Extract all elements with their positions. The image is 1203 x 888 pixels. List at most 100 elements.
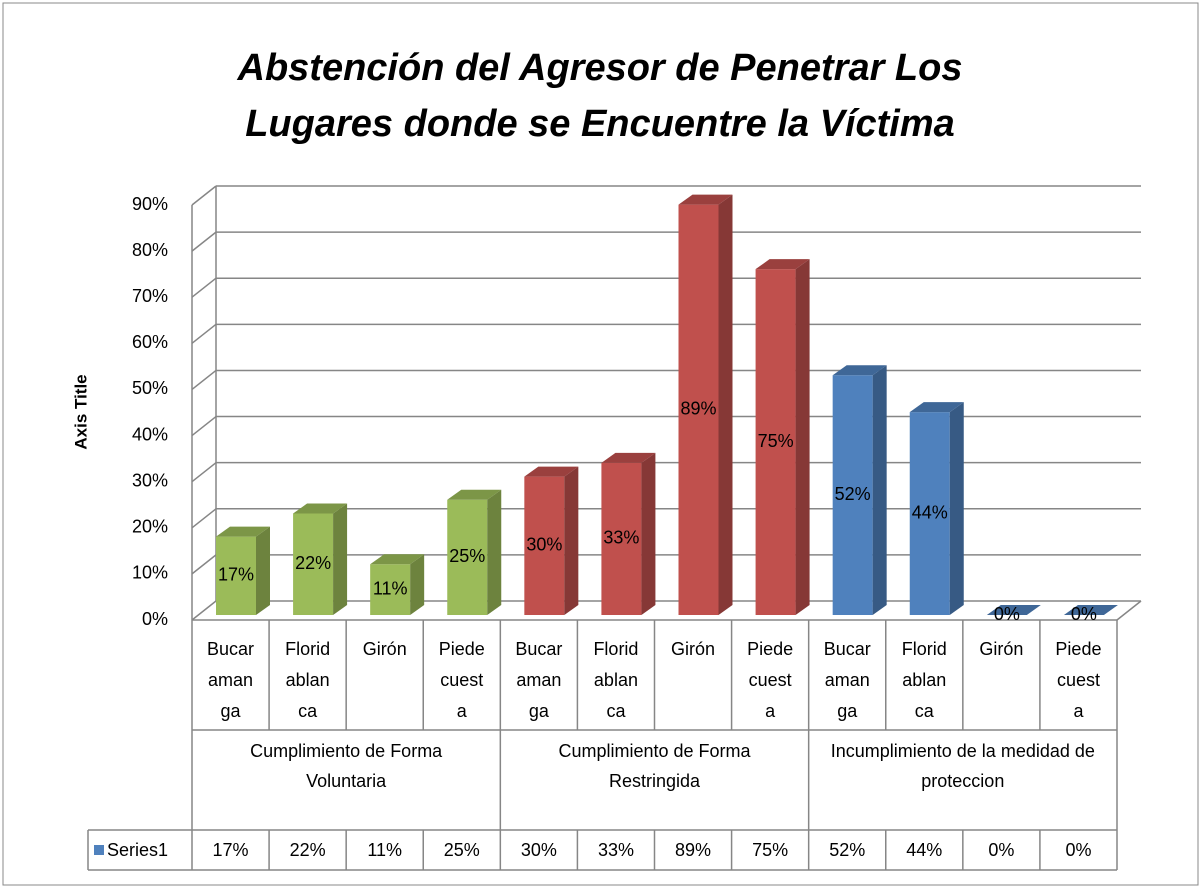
table-value: 44%	[906, 840, 942, 860]
table-value: 0%	[1065, 840, 1091, 860]
category-label: Girón	[671, 639, 716, 659]
bar-side	[487, 489, 502, 615]
category-label: Girón	[362, 639, 407, 659]
grid-line-side	[191, 600, 217, 621]
bar	[986, 605, 1041, 615]
data-label: 22%	[295, 553, 331, 573]
grid-line	[191, 231, 1141, 252]
bar-top	[601, 452, 656, 463]
y-tick-label: 90%	[132, 194, 168, 214]
data-label: 11%	[373, 578, 408, 598]
category-label: Piedecuesta	[438, 639, 485, 721]
legend-key	[94, 845, 104, 855]
table-value: 17%	[213, 840, 249, 860]
bar	[832, 365, 887, 615]
grid-line-side	[191, 554, 217, 575]
group-label: Incumplimiento de la medidad de protecci…	[830, 741, 1095, 791]
y-tick-label: 70%	[132, 286, 168, 306]
bar-front	[293, 513, 334, 615]
grid-line	[191, 461, 1141, 483]
table-value: 33%	[598, 840, 634, 860]
table-value: 75%	[752, 840, 788, 860]
grid-line-side	[191, 185, 217, 206]
y-tick-label: 0%	[142, 609, 168, 629]
grid-line-side	[191, 369, 217, 391]
group-label: Cumplimiento de Forma Restringida	[558, 741, 751, 791]
table-value: 52%	[829, 840, 865, 860]
bar-top	[755, 259, 810, 270]
bar-side	[795, 259, 810, 615]
data-label: 0%	[994, 604, 1020, 624]
data-label: 0%	[1071, 604, 1097, 624]
bar-top	[216, 526, 270, 537]
y-tick-label: 40%	[132, 424, 168, 444]
data-label: 25%	[449, 546, 485, 566]
bar-side	[410, 554, 425, 615]
bar-top	[524, 466, 579, 477]
bar-top	[986, 605, 1041, 615]
bar-top	[678, 194, 733, 205]
bar-side	[718, 194, 733, 615]
bar	[524, 466, 579, 615]
table-value: 89%	[675, 840, 711, 860]
y-tick-label: 30%	[132, 470, 168, 490]
table-value: 25%	[444, 840, 480, 860]
bar-top	[447, 489, 502, 500]
y-tick-label: 10%	[132, 563, 168, 583]
grid-line-side	[191, 277, 217, 298]
bar	[909, 402, 964, 615]
data-label: 30%	[526, 535, 562, 555]
bar	[601, 452, 656, 615]
y-tick-label: 20%	[132, 517, 168, 537]
legend-label: Series1	[107, 840, 168, 860]
table-value: 11%	[367, 840, 402, 860]
table-value: 22%	[290, 840, 326, 860]
bar-front	[755, 269, 796, 615]
grid-line-side	[191, 323, 217, 344]
table-value: 30%	[521, 840, 557, 860]
category-label: Bucaramanga	[823, 639, 871, 721]
chart-title: Abstención del Agresor de Penetrar Los L…	[237, 47, 963, 145]
bar-top	[293, 503, 348, 514]
category-label: Floridablanca	[593, 639, 639, 721]
data-label: 44%	[912, 502, 948, 522]
grid-line-side	[191, 231, 217, 252]
bar	[370, 554, 425, 615]
bar-side	[333, 503, 348, 615]
grid-line	[191, 185, 1141, 206]
category-label: Bucaramanga	[207, 639, 255, 721]
data-label: 75%	[758, 431, 794, 451]
bar-side	[872, 365, 887, 615]
grid-line	[191, 277, 1141, 298]
y-tick-label: 80%	[132, 240, 168, 260]
category-label: Piedecuesta	[747, 639, 794, 721]
group-label: Cumplimiento de Forma Voluntaria	[250, 741, 443, 791]
y-axis-title: Axis Title	[71, 374, 90, 449]
bar	[1063, 605, 1118, 615]
bar-front	[447, 499, 488, 615]
grid-line	[191, 415, 1141, 437]
floor-edge	[1116, 600, 1142, 621]
bar-front	[216, 536, 256, 615]
data-label: 33%	[603, 528, 639, 548]
bar-top	[909, 402, 964, 413]
bar-front	[601, 462, 642, 615]
bar-side	[256, 526, 270, 615]
category-label: Floridablanca	[901, 639, 947, 721]
bar-top	[832, 365, 887, 376]
bar-front	[832, 375, 873, 615]
grid-line	[191, 323, 1141, 344]
data-label: 17%	[218, 565, 254, 585]
category-label: Bucaramanga	[515, 639, 563, 721]
bar-side	[564, 466, 579, 615]
bar-side	[641, 452, 656, 615]
category-label: Girón	[979, 639, 1024, 659]
category-label: Piedecuesta	[1055, 639, 1102, 721]
grid-line-side	[191, 415, 217, 437]
table-value: 0%	[988, 840, 1014, 860]
bar	[447, 489, 502, 615]
category-label: Floridablanca	[285, 639, 331, 721]
